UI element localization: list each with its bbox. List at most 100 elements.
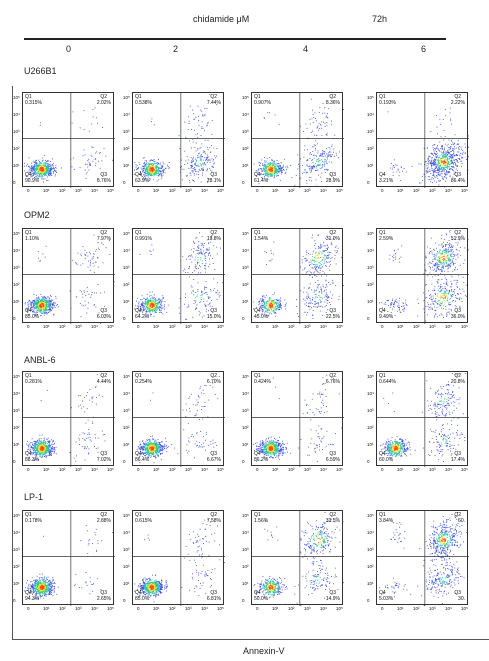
event-point <box>438 160 440 162</box>
event-point <box>316 293 317 295</box>
event-point <box>447 143 449 145</box>
event-point <box>315 247 317 249</box>
event-point <box>461 148 462 150</box>
event-point <box>253 301 255 303</box>
event-point <box>435 242 437 244</box>
event-point <box>84 154 86 156</box>
event-point <box>148 309 150 311</box>
event-point <box>321 181 322 182</box>
event-point <box>313 261 315 263</box>
event-point <box>273 311 275 313</box>
event-point <box>53 168 55 170</box>
y-tick-label: 10⁴ <box>242 112 249 117</box>
event-point <box>203 293 205 294</box>
quadrant-q2-value: 2.22% <box>450 100 465 106</box>
event-point <box>447 151 448 153</box>
event-point <box>275 169 277 171</box>
event-point <box>260 162 261 164</box>
event-point <box>157 168 159 170</box>
event-point <box>269 163 271 165</box>
event-point <box>197 136 199 138</box>
event-point <box>192 141 194 143</box>
event-point <box>214 162 215 164</box>
event-point <box>98 249 100 251</box>
event-point <box>438 174 440 175</box>
event-point <box>265 167 267 169</box>
event-point <box>157 303 159 304</box>
event-point <box>47 176 48 178</box>
event-point <box>437 265 439 267</box>
event-point <box>149 169 151 171</box>
event-point <box>44 165 46 166</box>
concentration-label-4: 4 <box>303 44 309 54</box>
event-point <box>39 302 41 304</box>
event-point <box>36 169 37 171</box>
event-point <box>199 157 201 159</box>
event-point <box>317 261 319 262</box>
event-point <box>335 152 337 154</box>
event-point <box>456 159 457 161</box>
event-point <box>37 301 39 303</box>
event-point <box>442 155 444 157</box>
event-point <box>157 307 158 309</box>
event-point <box>272 172 273 174</box>
event-point <box>45 175 47 176</box>
event-point <box>73 157 74 159</box>
event-point <box>264 169 266 171</box>
event-point <box>204 139 206 141</box>
event-point <box>44 170 46 172</box>
event-point <box>31 166 32 168</box>
event-point <box>204 292 206 294</box>
event-point <box>328 155 330 157</box>
event-point <box>270 252 272 254</box>
event-point <box>306 271 308 273</box>
event-point <box>153 171 155 172</box>
event-point <box>164 304 165 306</box>
event-point <box>143 168 145 169</box>
event-point <box>314 303 316 305</box>
event-point <box>326 250 328 251</box>
event-point <box>147 299 148 301</box>
event-point <box>200 249 202 251</box>
concentration-label-2: 2 <box>173 44 179 54</box>
event-point <box>91 146 93 148</box>
x-tick-label: 10⁵ <box>107 324 114 329</box>
event-point <box>280 169 282 171</box>
event-point <box>273 303 275 305</box>
event-point <box>280 162 282 164</box>
event-point <box>318 267 319 269</box>
event-point <box>270 175 272 176</box>
event-point <box>446 171 448 173</box>
event-point <box>195 150 197 152</box>
event-point <box>156 303 157 304</box>
quadrant-q4-name: Q4 <box>254 308 261 314</box>
event-point <box>449 259 451 260</box>
event-point <box>100 292 102 294</box>
event-point <box>268 165 270 166</box>
event-point <box>162 170 164 172</box>
event-point <box>275 302 277 304</box>
event-point <box>184 268 186 270</box>
event-point <box>304 303 306 305</box>
event-point <box>272 304 274 306</box>
event-point <box>51 168 53 170</box>
event-point <box>160 167 162 169</box>
event-point <box>313 154 314 156</box>
event-point <box>147 303 148 305</box>
event-point <box>444 136 446 137</box>
event-point <box>155 303 156 304</box>
event-point <box>453 159 455 161</box>
event-point <box>145 306 147 308</box>
event-point <box>198 152 200 154</box>
event-point <box>139 306 141 308</box>
event-point <box>195 237 197 239</box>
event-point <box>200 295 202 296</box>
event-point <box>451 256 453 258</box>
event-point <box>400 166 402 168</box>
event-point <box>167 304 169 306</box>
event-point <box>304 149 305 151</box>
event-point <box>396 171 398 173</box>
event-point <box>51 307 53 308</box>
event-point <box>439 259 440 261</box>
event-point <box>31 300 33 302</box>
